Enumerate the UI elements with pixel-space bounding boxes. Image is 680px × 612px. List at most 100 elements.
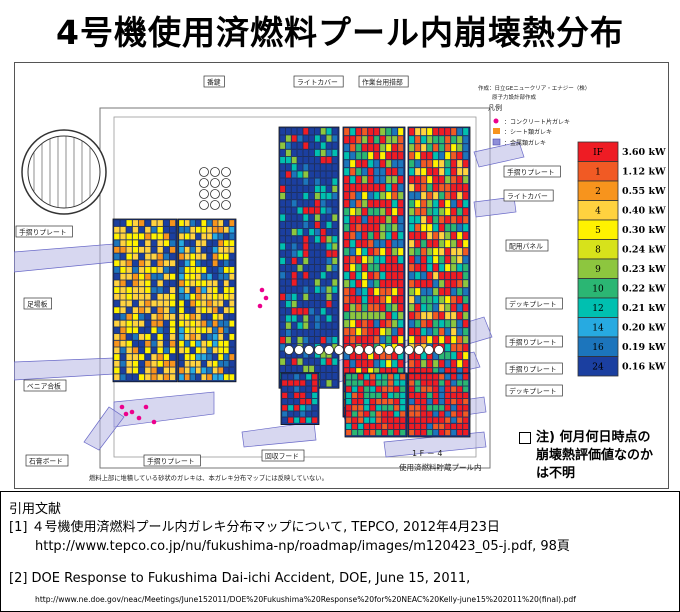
svg-text:14: 14: [592, 324, 604, 334]
callout-label: ライトカバー: [293, 75, 344, 88]
svg-text:0.40 kW: 0.40 kW: [622, 206, 666, 217]
svg-text:1: 1: [595, 168, 601, 178]
svg-text:1.12 kW: 1.12 kW: [622, 167, 666, 178]
callout-label: 手摺りプレート: [505, 362, 563, 375]
metal-debris-band: [113, 391, 215, 428]
fuel-rack-bottom-2: [344, 372, 408, 438]
fuel-rack-right-2: [407, 126, 471, 418]
callout-label: デッキプレート: [505, 384, 563, 397]
callout-label: 配用パネル: [505, 239, 549, 252]
svg-text:16: 16: [592, 343, 604, 353]
heat-scale-row: 5 0.30 kW: [577, 219, 666, 240]
fuel-racks: [112, 126, 471, 438]
note-line-1: 注) 何月何日時点の: [536, 430, 651, 445]
metal-debris-band: [473, 141, 525, 168]
footer-note: 燃料上部に堆積している砂状のガレキは、本ガレキ分布マップには反映していない。: [89, 473, 328, 482]
callout-label: 足場板: [23, 297, 52, 310]
legend-title: 凡例: [488, 103, 502, 112]
fuel-rack-center: [278, 126, 340, 389]
decay-heat-note: 注) 何月何日時点の 崩壊熱評価値なのか は不明: [519, 429, 679, 483]
diagram-frame: [14, 62, 669, 489]
heat-scale-row: IF 3.60 kW: [577, 141, 666, 162]
svg-text:作業台用措部: 作業台用措部: [362, 78, 403, 87]
heat-scale-row: 8 0.24 kW: [577, 239, 666, 260]
reference-1-title: [1] ４号機使用済燃料プール内ガレキ分布マップについて, TEPCO, 201…: [9, 520, 500, 535]
callout-label: 手摺りプレート: [143, 454, 201, 467]
equipment-circles: [119, 167, 444, 425]
svg-text:0.21 kW: 0.21 kW: [622, 303, 666, 314]
heat-scale-row: 12 0.21 kW: [577, 297, 666, 318]
concrete-legend-icon: [493, 118, 499, 124]
svg-text:手摺りプレート: 手摺りプレート: [19, 228, 67, 237]
legend-concrete: ：コンクリート片ガレキ: [504, 118, 570, 126]
svg-text:2: 2: [595, 187, 601, 197]
svg-text:4: 4: [595, 207, 601, 217]
credit-line-1: 作成：日立GEニュークリア・エナジー（株）: [478, 84, 590, 92]
sheet-legend-icon: [493, 128, 500, 134]
building-outline: [99, 107, 491, 469]
heat-scale-row: 14 0.20 kW: [577, 317, 666, 338]
svg-text:5: 5: [595, 226, 601, 236]
svg-text:ベニア合板: ベニア合板: [27, 382, 61, 391]
reference-1-url[interactable]: http://www.tepco.co.jp/nu/fukushima-np/r…: [35, 539, 570, 554]
pool-label: 使用済燃料貯蔵プール内: [399, 462, 482, 472]
metal-debris-band: [14, 243, 115, 273]
credit-line-2: 原子力設計部作成: [492, 93, 537, 101]
svg-text:0.20 kW: 0.20 kW: [622, 323, 666, 334]
fuel-rack-right-1: [342, 126, 406, 418]
metal-debris-band: [83, 406, 125, 451]
svg-text:10: 10: [592, 285, 604, 295]
metal-debris-band: [14, 357, 115, 381]
heat-scale-row: 9 0.23 kW: [577, 258, 666, 279]
svg-text:0.24 kW: 0.24 kW: [622, 245, 666, 256]
svg-text:回収フード: 回収フード: [265, 453, 299, 461]
svg-text:12: 12: [592, 304, 603, 314]
svg-text:ライトカバー: ライトカバー: [507, 193, 548, 201]
svg-text:IF: IF: [593, 148, 603, 158]
svg-text:石膏ボード: 石膏ボード: [29, 457, 63, 466]
svg-text:配用パネル: 配用パネル: [509, 243, 543, 251]
svg-text:0.55 kW: 0.55 kW: [622, 186, 666, 197]
reference-2-title: [2] DOE Response to Fukushima Dai-ichi A…: [9, 571, 471, 586]
callout-label: 手摺りプレート: [15, 225, 73, 238]
svg-text:0.16 kW: 0.16 kW: [622, 362, 666, 373]
heat-scale-row: 16 0.19 kW: [577, 336, 666, 357]
callout-label: 手摺りプレート: [505, 335, 563, 348]
legend-metal: ：金属類ガレキ: [504, 139, 546, 147]
callout-label: 作業台用措部: [358, 75, 409, 88]
svg-text:8: 8: [595, 246, 601, 256]
heat-scale-row: 24 0.16 kW: [577, 356, 666, 377]
heat-scale-row: 2 0.55 kW: [577, 180, 666, 201]
note-line-3: は不明: [536, 466, 576, 481]
note-checkbox-icon: [519, 431, 531, 444]
reactor-well-hatching: [33, 136, 91, 208]
svg-text:24: 24: [592, 363, 604, 373]
svg-text:手摺りプレート: 手摺りプレート: [509, 365, 557, 374]
svg-text:9: 9: [595, 265, 601, 275]
fuel-rack-left-1: [112, 218, 178, 383]
svg-text:足場板: 足場板: [27, 300, 48, 309]
svg-text:ライトカバー: ライトカバー: [297, 79, 338, 87]
heat-scale-row: 4 0.40 kW: [577, 200, 666, 221]
reactor-well-inner: [27, 135, 101, 209]
callout-label: 回収フード: [261, 449, 305, 462]
fuel-rack-bottom-3: [407, 372, 471, 438]
svg-text:3.60 kW: 3.60 kW: [622, 147, 666, 158]
callout-label: 番鍵: [203, 75, 225, 88]
heat-scale-row: 1 1.12 kW: [577, 161, 666, 182]
reference-2-url[interactable]: http://www.ne.doe.gov/neac/Meetings/June…: [35, 595, 576, 604]
page-title: 4号機使用済燃料プール内崩壊熱分布: [56, 13, 624, 52]
fuel-rack-left-2: [177, 218, 237, 383]
heat-scale: IF 3.60 kW 1 1.12 kW 2 0.55 kW 4 0.40 kW 5 0.30 k…: [577, 141, 666, 377]
references-heading: 引用文献: [9, 502, 62, 517]
metal-legend-icon: [492, 138, 501, 146]
svg-text:0.23 kW: 0.23 kW: [622, 264, 666, 275]
heat-scale-row: 10 0.22 kW: [577, 278, 666, 299]
callout-label: ライトカバー: [503, 189, 554, 202]
svg-text:番鍵: 番鍵: [207, 78, 221, 87]
callout-label: 手摺りプレート: [503, 165, 561, 178]
svg-text:0.19 kW: 0.19 kW: [622, 342, 666, 353]
svg-text:手摺りプレート: 手摺りプレート: [509, 338, 557, 347]
